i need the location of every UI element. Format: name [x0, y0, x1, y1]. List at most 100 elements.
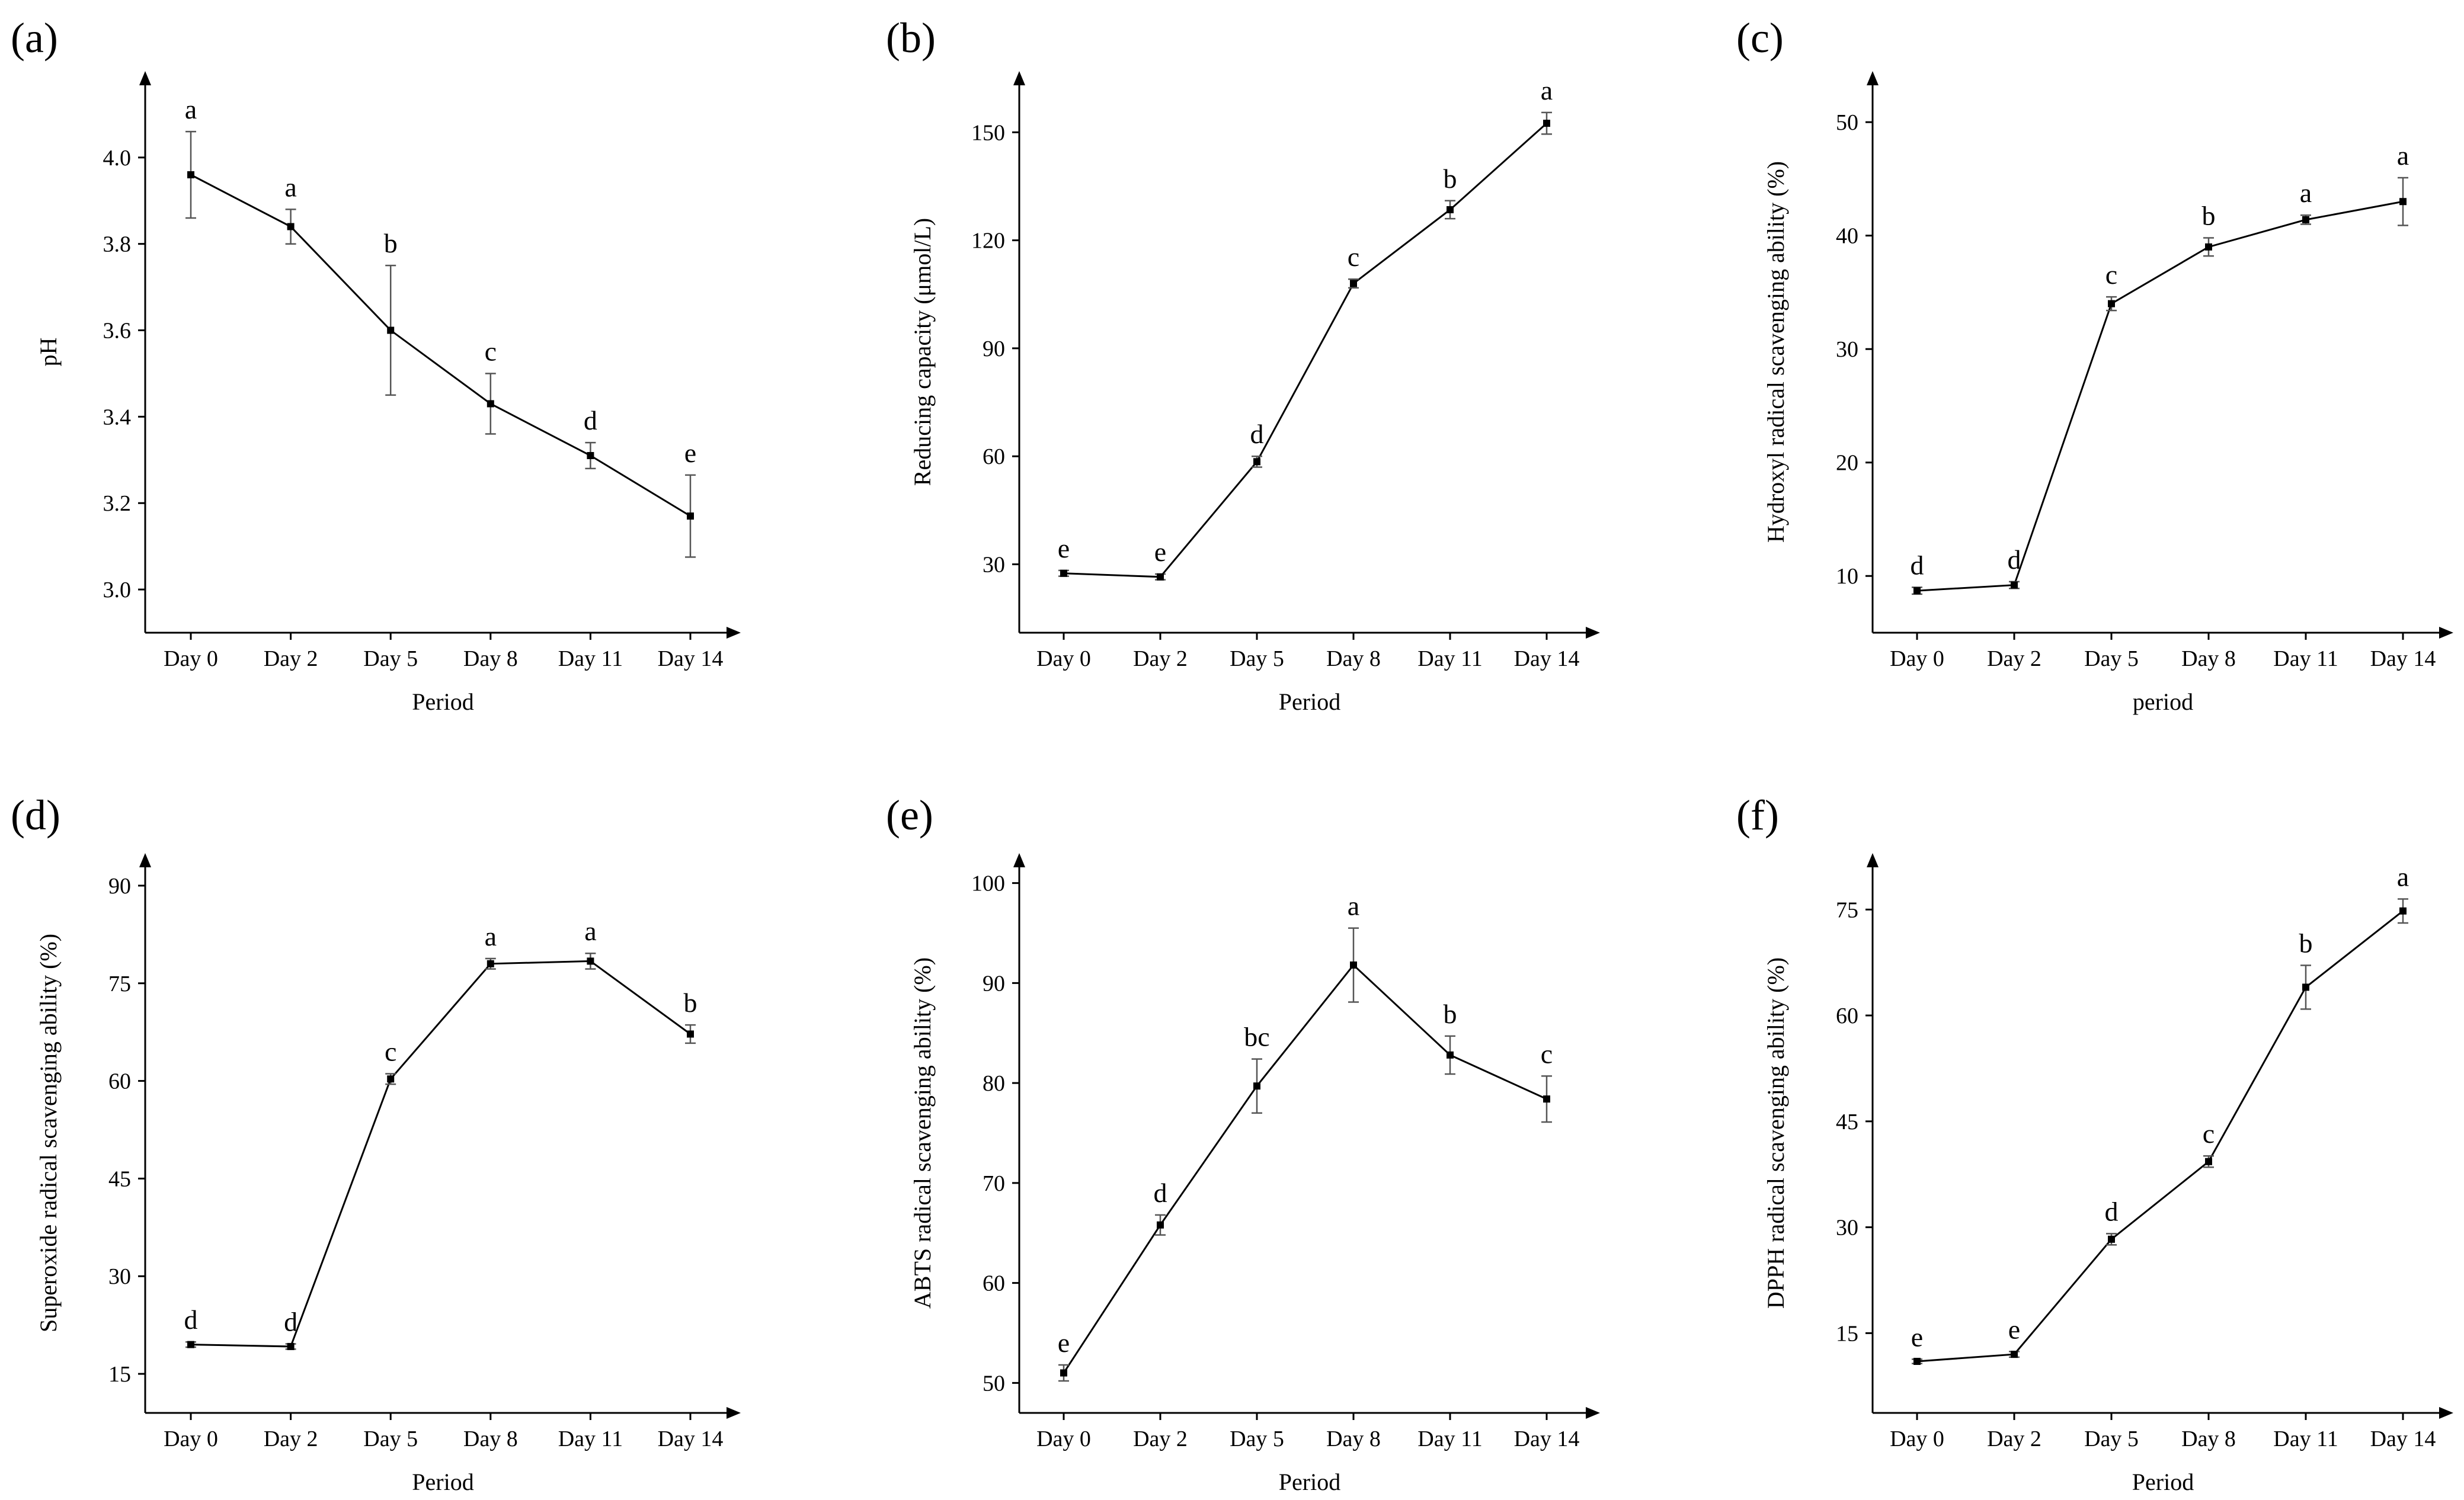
significance-letter: c — [1541, 1039, 1553, 1069]
data-point — [2011, 581, 2018, 589]
y-tick-label: 60 — [1836, 1004, 1858, 1028]
significance-letter: a — [485, 921, 497, 951]
y-tick-label: 3.4 — [103, 405, 132, 430]
data-point — [2205, 1158, 2212, 1165]
y-tick-label: 45 — [108, 1166, 131, 1191]
x-axis-title: period — [2133, 688, 2193, 715]
data-point — [187, 171, 194, 179]
y-tick-label: 80 — [983, 1071, 1005, 1096]
y-tick-label: 150 — [971, 120, 1005, 145]
significance-letter: d — [1911, 550, 1924, 580]
x-tick-label: Day 8 — [463, 1427, 518, 1451]
y-axis-arrow — [1867, 71, 1879, 85]
x-tick-label: Day 2 — [1987, 646, 2041, 671]
data-point — [2205, 243, 2212, 251]
data-point — [2108, 1235, 2115, 1243]
significance-letter: a — [2397, 861, 2409, 892]
y-tick-label: 30 — [983, 553, 1005, 578]
series-line — [190, 174, 691, 517]
data-point — [2108, 300, 2115, 307]
x-tick-label: Day 5 — [2084, 1427, 2139, 1451]
y-tick-label: 60 — [983, 1271, 1005, 1296]
x-tick-label: Day 8 — [2181, 1427, 2236, 1451]
data-point — [587, 957, 594, 965]
y-axis-arrow — [1867, 853, 1879, 867]
y-tick-label: 60 — [983, 444, 1005, 469]
significance-letter: d — [2105, 1196, 2119, 1226]
data-point — [1157, 1221, 1164, 1229]
data-point — [387, 1075, 395, 1083]
y-tick-label: 3.0 — [103, 578, 132, 602]
data-point — [1543, 120, 1550, 127]
significance-letter: c — [2105, 259, 2117, 290]
data-point — [2302, 983, 2309, 991]
y-tick-label: 90 — [108, 874, 131, 899]
x-axis-arrow — [727, 1407, 741, 1419]
x-tick-label: Day 8 — [1326, 1427, 1381, 1451]
data-point — [487, 400, 494, 408]
y-axis-title: Superoxide radical scavenging ability (%… — [35, 934, 62, 1332]
x-tick-label: Day 5 — [1230, 1427, 1284, 1451]
x-axis-arrow — [2439, 1407, 2453, 1419]
y-tick-label: 3.6 — [103, 319, 132, 344]
chart-panel-f: (f) 15 30 45 60 75 Day 0 Day 2 Day 5 Day 8 Day 11 D… — [1736, 791, 2453, 1495]
x-tick-label: Day 14 — [2370, 1427, 2436, 1451]
y-tick-label: 30 — [1836, 1216, 1858, 1241]
x-tick-label: Day 0 — [1890, 646, 1944, 671]
x-tick-label: Day 14 — [1514, 646, 1580, 671]
panel-label: (f) — [1736, 791, 1779, 839]
x-tick-label: Day 2 — [264, 646, 318, 671]
y-tick-label: 15 — [1836, 1321, 1858, 1346]
y-tick-label: 50 — [983, 1371, 1005, 1396]
chart-panel-c: (c) 10 20 30 40 50 Day 0 Day 2 Day 5 Day 8 Day 11 D… — [1736, 14, 2453, 715]
significance-letter: b — [1444, 164, 1457, 194]
significance-letter: a — [1541, 75, 1553, 105]
y-tick-label: 20 — [1836, 451, 1858, 476]
x-tick-label: Day 5 — [1230, 646, 1284, 671]
x-tick-label: Day 5 — [363, 646, 418, 671]
chart-panel-d: (d) 15 30 45 60 75 90 Day 0 Day 2 Day 5 Day 8 Day 1… — [11, 791, 741, 1495]
x-tick-label: Day 0 — [1036, 646, 1091, 671]
x-tick-label: Day 8 — [1326, 646, 1381, 671]
chart-panel-a: (a) 3.0 3.2 3.4 3.6 3.8 4.0 Day 0 Day 2 Day 5 Day … — [11, 14, 741, 715]
x-axis-arrow — [2439, 627, 2453, 639]
data-point — [1253, 458, 1260, 466]
x-axis-title: Period — [2132, 1469, 2194, 1495]
x-tick-label: Day 14 — [658, 646, 724, 671]
significance-letter: e — [684, 438, 696, 468]
x-tick-label: Day 11 — [1417, 1427, 1482, 1451]
x-tick-label: Day 11 — [1417, 646, 1482, 671]
data-point — [2302, 216, 2309, 223]
x-axis-arrow — [1586, 1407, 1600, 1419]
y-tick-label: 15 — [108, 1362, 131, 1387]
series-line — [1063, 963, 1547, 1374]
series-line — [190, 960, 691, 1348]
data-point — [1447, 206, 1454, 213]
chart-panel-e: (e) 50 60 70 80 90 100 Day 0 Day 2 Day 5 Day 8 Day … — [886, 791, 1600, 1495]
significance-letter: c — [385, 1037, 396, 1067]
y-tick-label: 10 — [1836, 564, 1858, 589]
y-tick-label: 30 — [108, 1264, 131, 1289]
chart-panel-b: (b) 30 60 90 120 150 Day 0 Day 2 Day 5 Day 8 Day 1… — [886, 14, 1600, 715]
series-line — [1063, 122, 1548, 578]
x-tick-label: Day 11 — [558, 1427, 623, 1451]
x-axis-title: Period — [1279, 688, 1340, 715]
x-tick-label: Day 14 — [1514, 1427, 1580, 1451]
x-tick-label: Day 2 — [264, 1427, 318, 1451]
y-tick-label: 3.8 — [103, 232, 132, 257]
significance-letter: b — [1444, 999, 1457, 1029]
x-tick-label: Day 0 — [1890, 1427, 1944, 1451]
y-axis-title: pH — [35, 338, 62, 367]
data-point — [1350, 280, 1357, 287]
x-axis-title: Period — [412, 1469, 473, 1495]
y-axis-title: ABTS radical scavenging ability (%) — [909, 957, 936, 1309]
data-point — [187, 1341, 194, 1348]
significance-letter: c — [485, 336, 497, 366]
x-tick-label: Day 0 — [1036, 1427, 1091, 1451]
y-tick-label: 50 — [1836, 110, 1858, 135]
y-tick-label: 100 — [971, 871, 1005, 896]
significance-letter: a — [185, 94, 197, 124]
y-tick-label: 120 — [971, 229, 1005, 254]
significance-letter: a — [284, 172, 296, 202]
significance-letter: d — [2008, 544, 2021, 575]
